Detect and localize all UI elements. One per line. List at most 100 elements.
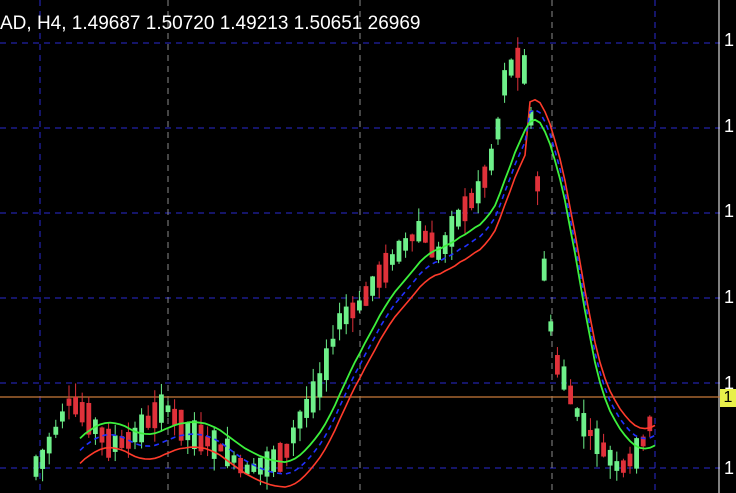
candle-body — [416, 221, 422, 242]
candle-body — [357, 300, 362, 311]
candle-body — [330, 338, 336, 347]
candle-body — [601, 442, 606, 457]
candle-body — [647, 416, 653, 432]
candle-body — [528, 110, 534, 126]
candle-body — [79, 402, 85, 423]
candle-body — [251, 463, 257, 472]
candle-body — [555, 355, 560, 375]
candle-body — [495, 118, 501, 140]
candle-body — [284, 443, 290, 458]
candle-body — [225, 438, 230, 467]
candle-body — [46, 436, 52, 454]
candle-body — [409, 234, 415, 242]
candle-body — [469, 192, 474, 209]
candle-body — [112, 435, 118, 452]
candle-body — [66, 398, 72, 406]
candle-body — [60, 411, 65, 422]
candle-body — [178, 409, 184, 441]
candle-body — [172, 408, 177, 426]
candle-body — [238, 457, 243, 474]
candle-body — [99, 427, 105, 443]
candle-body — [218, 444, 224, 452]
candle-body — [640, 436, 646, 447]
candle-body — [568, 385, 573, 405]
candle-body — [205, 436, 210, 447]
candle-body — [258, 457, 263, 475]
candle-body — [165, 405, 171, 413]
candle-body — [370, 276, 375, 296]
candle-body — [390, 254, 395, 265]
candle-body — [403, 238, 408, 251]
candle-body — [376, 264, 382, 288]
candle-body — [594, 428, 600, 455]
candle-body — [607, 449, 613, 466]
candle-body — [522, 55, 527, 84]
candle-body — [33, 456, 39, 477]
candle-body — [337, 313, 342, 330]
price-axis-label: 1 — [723, 287, 734, 307]
candle-body — [350, 302, 356, 319]
candle-body — [363, 286, 369, 306]
price-axis-label: 1 — [723, 116, 734, 136]
candle-body — [264, 451, 270, 477]
candle-body — [244, 464, 250, 475]
candle-body — [159, 394, 164, 423]
candle-body — [489, 148, 494, 171]
candle-body — [429, 232, 435, 258]
candle-body — [53, 426, 59, 435]
candle-body — [317, 373, 323, 398]
candle-body — [277, 442, 283, 472]
price-axis-label: 1 — [723, 458, 734, 478]
candle-body — [152, 402, 158, 429]
candle-body — [297, 411, 303, 429]
candle-body — [456, 209, 461, 227]
candle-body — [40, 449, 45, 469]
candle-body — [423, 230, 428, 243]
candle-body — [442, 235, 448, 254]
candle-body — [396, 240, 402, 262]
candle-body — [581, 413, 587, 437]
candle-body — [561, 366, 567, 390]
candle-body — [383, 252, 389, 283]
current-price-tag: 1 — [720, 389, 736, 407]
price-axis-label: 1 — [723, 30, 734, 50]
candle-body — [541, 258, 547, 281]
candle-body — [86, 402, 92, 435]
candle-body — [574, 408, 580, 417]
candle-body — [535, 176, 540, 192]
candle-body — [588, 429, 593, 437]
candle-body — [132, 427, 138, 443]
candle-body — [548, 321, 554, 332]
ma-slow-line — [79, 98, 656, 488]
candle-body — [482, 166, 488, 188]
ma-fast-line — [79, 118, 656, 464]
candle-body — [515, 47, 521, 78]
candle-body — [475, 181, 481, 204]
candle-body — [627, 453, 633, 467]
candle-body — [462, 196, 468, 222]
candle-body — [621, 460, 626, 473]
price-axis-label: 1 — [723, 201, 734, 221]
candle-body — [231, 455, 237, 463]
candle-body — [502, 70, 507, 96]
price-axis-label: 1 — [723, 373, 734, 393]
candle-body — [145, 415, 151, 428]
candle-body — [449, 216, 455, 247]
candle-body — [119, 436, 125, 448]
candle-body — [211, 430, 217, 459]
symbol-ohlc-header: AD, H4, 1.49687 1.50720 1.49213 1.50651 … — [0, 13, 421, 34]
candle-body — [343, 306, 349, 325]
candle-body — [614, 461, 620, 471]
candle-body — [73, 396, 78, 415]
candle-body — [106, 428, 111, 458]
candle-body — [185, 422, 191, 441]
candle-body — [192, 420, 197, 450]
candle-body — [310, 381, 316, 413]
candle-body — [291, 427, 296, 444]
candle-body — [139, 414, 144, 443]
candle-body — [436, 246, 441, 260]
candle-body — [198, 424, 204, 452]
candle-body — [324, 348, 329, 381]
